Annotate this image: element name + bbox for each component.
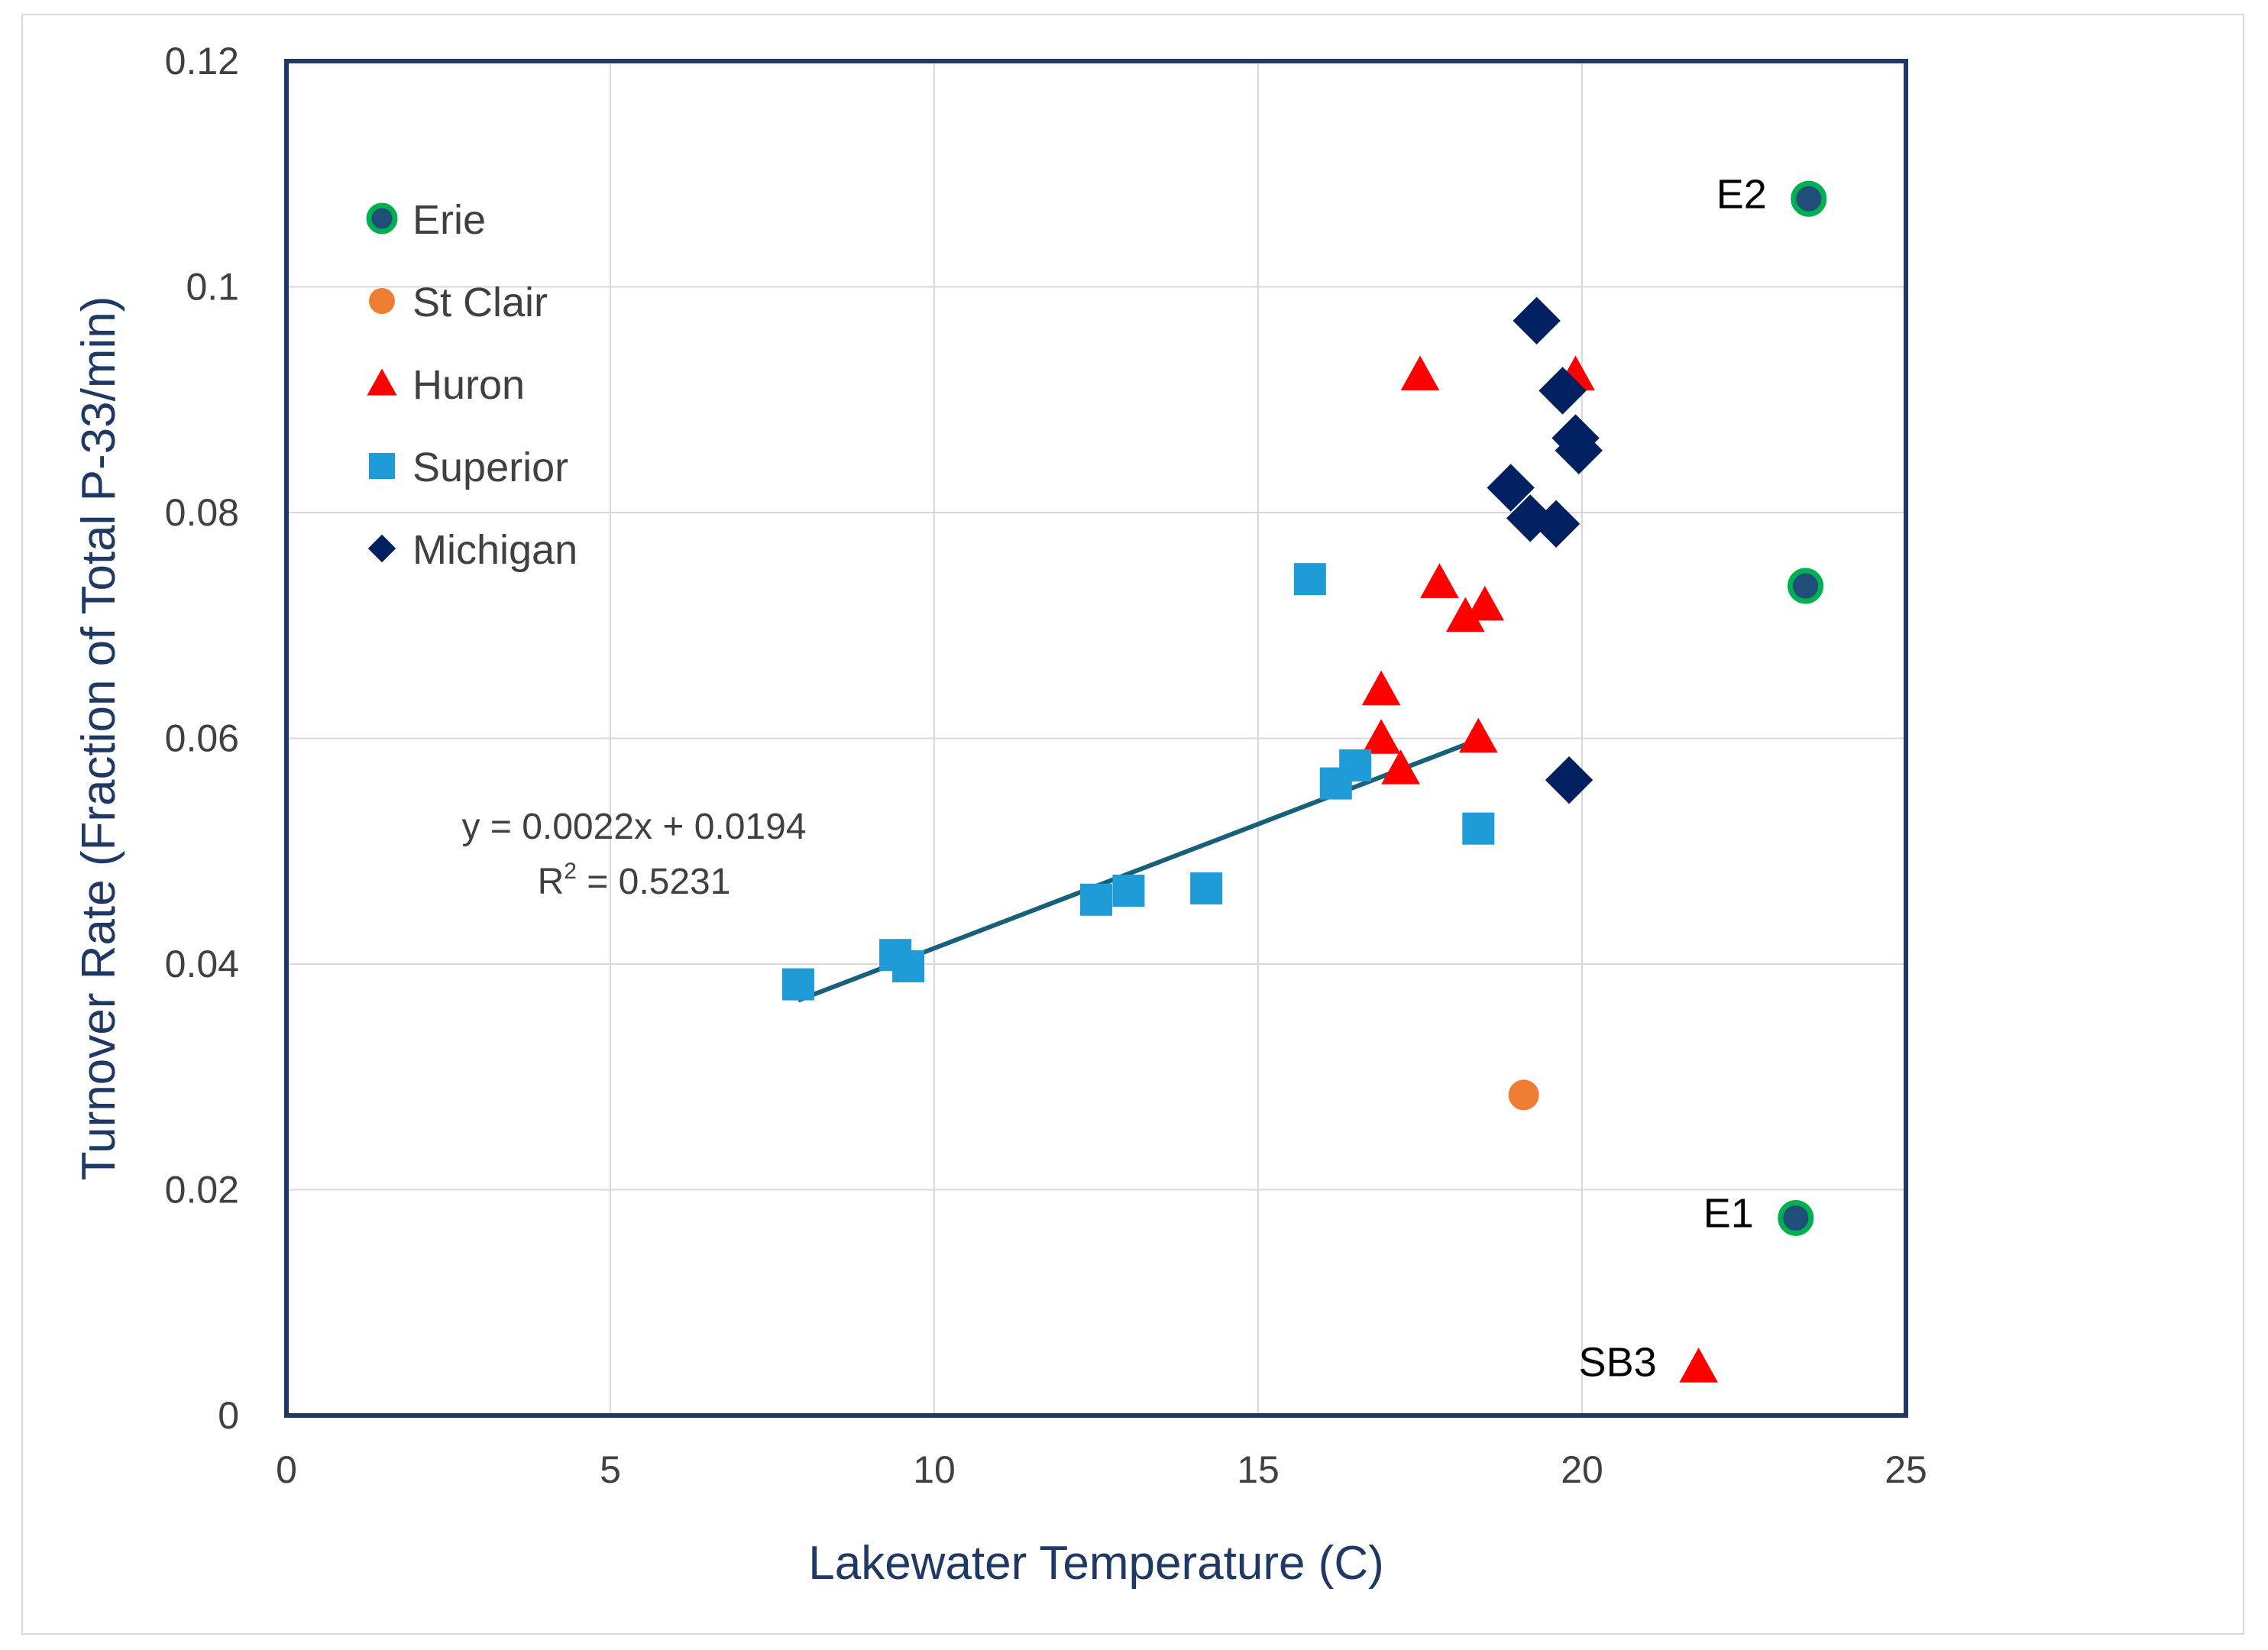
r2-prefix: R [538, 862, 565, 902]
tick-labels: 0 5 10 15 20 25 0 0.02 0.04 0.06 0.08 0.1 0.12 [165, 40, 1927, 1491]
x-tick-label: 20 [1561, 1448, 1603, 1491]
data-points [781, 180, 1827, 1383]
x-tick-label: 15 [1237, 1448, 1280, 1491]
x-tick-label: 5 [600, 1448, 621, 1491]
legend-marker-st-clair [369, 288, 395, 314]
legend: Erie St Clair Huron Superior Michigan [366, 197, 578, 573]
y-tick-label: 0.1 [186, 266, 239, 309]
legend-marker-huron [367, 368, 397, 396]
data-point-michigan [1513, 296, 1561, 345]
trendline-r-squared: R2 = 0.5231 [538, 859, 731, 902]
r2-value: = 0.5231 [577, 862, 731, 902]
data-point-huron [1361, 719, 1401, 754]
data-point-erie [1778, 1199, 1814, 1236]
data-point-michigan [1555, 426, 1603, 474]
legend-label-huron: Huron [413, 362, 525, 408]
legend-label-st-clair: St Clair [413, 280, 548, 325]
y-tick-label: 0.12 [165, 40, 239, 82]
data-point-michigan [1538, 367, 1587, 415]
point-annotations: E2 E1 SB3 [1579, 171, 1767, 1385]
plot-area-border [284, 59, 1908, 1418]
r2-superscript: 2 [564, 859, 577, 884]
legend-label-superior: Superior [413, 445, 568, 490]
data-point-superior [781, 968, 814, 1001]
legend-label-erie: Erie [413, 197, 486, 243]
x-axis-title: Lakewater Temperature (C) [808, 1537, 1384, 1590]
y-tick-label: 0 [218, 1394, 239, 1437]
data-point-huron [1446, 597, 1485, 632]
x-tick-label: 25 [1885, 1448, 1927, 1491]
chart-frame [21, 14, 2244, 1635]
legend-label-michigan: Michigan [413, 527, 578, 573]
data-point-superior [1190, 872, 1223, 905]
data-point-superior [1462, 812, 1495, 845]
data-point-superior [1112, 874, 1145, 907]
point-annotation: SB3 [1579, 1339, 1657, 1385]
data-point-huron [1465, 585, 1505, 621]
data-point-superior [1293, 563, 1326, 596]
data-point-huron [1679, 1348, 1718, 1383]
data-point-michigan [1506, 494, 1555, 542]
trendline-equation: y = 0.0022x + 0.0194 [461, 807, 806, 847]
y-axis-title: Turnover Rate (Fraction of Total P-33/mi… [73, 296, 125, 1181]
x-tick-label: 0 [276, 1448, 297, 1491]
legend-marker-erie [366, 202, 398, 235]
data-point-st-clair [1508, 1079, 1539, 1111]
y-tick-label: 0.08 [165, 491, 239, 534]
legend-marker-superior [369, 453, 395, 479]
point-annotation: E2 [1716, 171, 1767, 217]
gridlines [286, 61, 1906, 1415]
y-tick-label: 0.02 [165, 1169, 239, 1212]
data-point-huron [1400, 355, 1440, 390]
data-point-michigan [1532, 500, 1580, 548]
data-point-michigan [1545, 755, 1593, 804]
data-point-huron [1420, 563, 1459, 598]
data-point-huron [1381, 749, 1420, 785]
y-tick-label: 0.06 [165, 717, 239, 760]
y-tick-label: 0.04 [165, 943, 239, 985]
point-annotation: E1 [1703, 1190, 1754, 1236]
data-point-superior [1339, 749, 1372, 781]
data-point-huron [1361, 670, 1401, 706]
data-point-superior [1080, 883, 1112, 916]
data-point-erie [1791, 180, 1827, 217]
data-point-huron [1459, 717, 1498, 753]
data-point-erie [1788, 568, 1824, 604]
data-point-superior [892, 950, 925, 982]
x-tick-label: 10 [913, 1448, 956, 1491]
data-point-michigan [1487, 464, 1535, 512]
legend-marker-michigan [367, 534, 396, 563]
